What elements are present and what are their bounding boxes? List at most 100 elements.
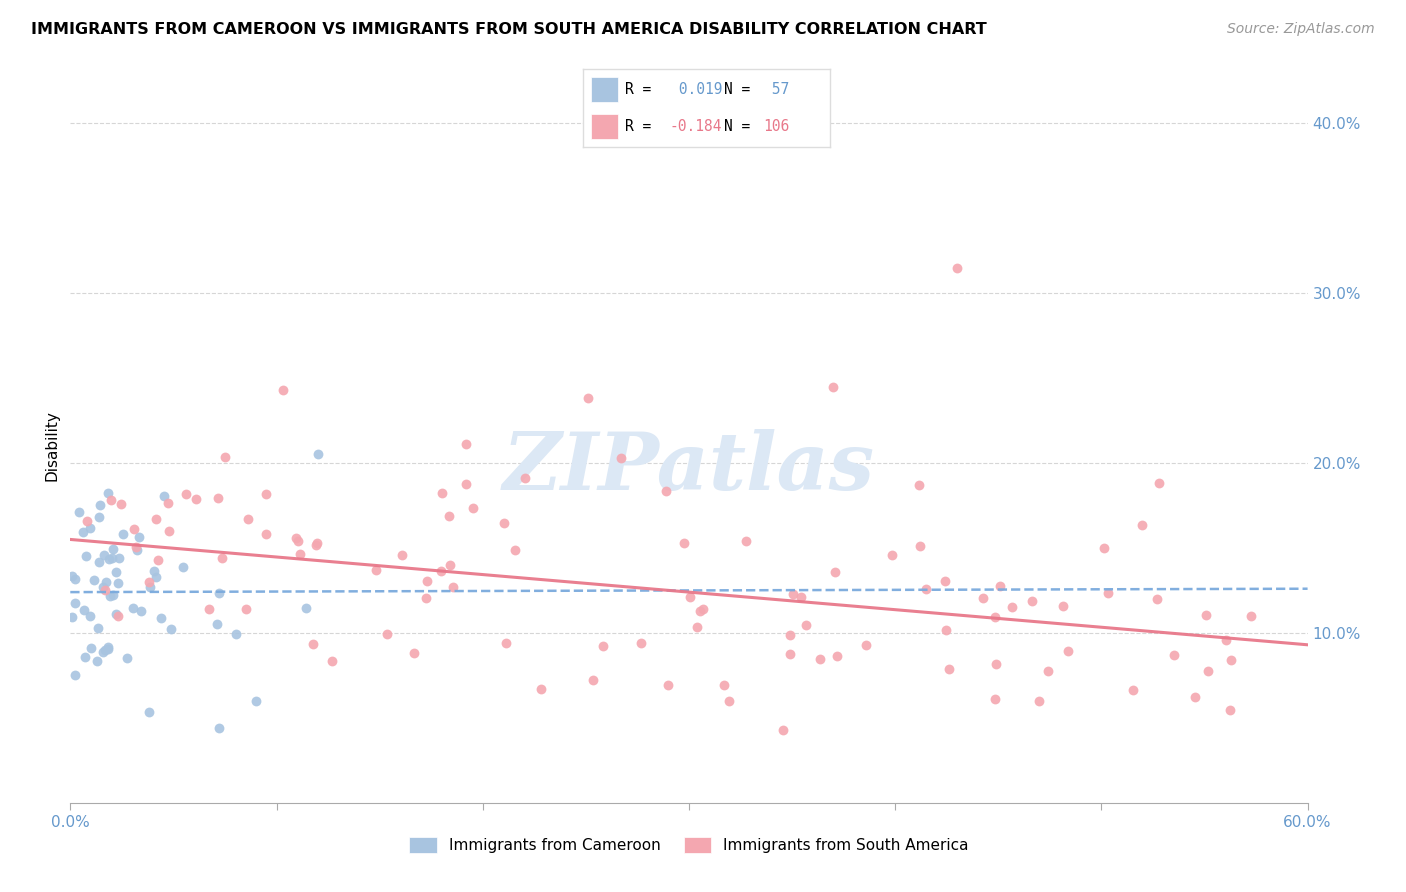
Point (105, 607, 128, 621)
Point (808, 652, 831, 666)
Point (492, 516, 515, 530)
Point (139, 580, 162, 594)
Point (1130, 518, 1153, 533)
Point (576, 392, 599, 406)
Point (67, 505, 90, 519)
Point (503, 542, 526, 557)
Point (717, 694, 740, 708)
Point (530, 681, 553, 696)
Point (79, 609, 101, 624)
Point (153, 489, 176, 503)
Point (779, 628, 801, 642)
Point (1036, 664, 1059, 678)
Point (402, 646, 425, 660)
Point (100, 493, 122, 508)
Point (855, 639, 877, 653)
Point (779, 647, 801, 661)
Point (101, 589, 124, 603)
Point (98, 552, 121, 566)
Point (946, 260, 969, 275)
Point (441, 580, 464, 594)
Point (236, 512, 259, 526)
Point (86, 654, 108, 668)
Point (80, 640, 103, 655)
Point (108, 551, 131, 566)
Point (391, 548, 413, 562)
Point (145, 511, 167, 525)
Point (211, 550, 233, 565)
Point (208, 585, 231, 599)
Point (146, 553, 169, 567)
Point (1197, 664, 1219, 678)
Text: IMMIGRANTS FROM CAMEROON VS IMMIGRANTS FROM SOUTH AMERICA DISABILITY CORRELATION: IMMIGRANTS FROM CAMEROON VS IMMIGRANTS F… (31, 22, 987, 37)
Point (207, 491, 229, 506)
Point (986, 657, 1008, 672)
Point (145, 570, 167, 584)
Point (1195, 608, 1218, 623)
Point (89, 498, 111, 512)
Point (415, 591, 437, 606)
Point (988, 579, 1011, 593)
Point (790, 591, 813, 605)
Point (592, 640, 614, 654)
Point (271, 383, 294, 397)
Point (87, 510, 110, 524)
Point (456, 437, 478, 451)
Point (93, 548, 115, 562)
Point (87, 621, 110, 635)
Point (76, 549, 98, 563)
Point (430, 486, 453, 500)
Point (72, 524, 94, 539)
Point (83, 573, 105, 587)
Point (138, 575, 160, 590)
Point (416, 574, 439, 588)
Point (73, 602, 96, 616)
Point (197, 602, 219, 616)
Point (235, 602, 257, 616)
Y-axis label: Disability: Disability (44, 410, 59, 482)
Point (60, 569, 83, 583)
Point (582, 673, 605, 687)
Point (142, 564, 165, 578)
Point (285, 532, 308, 546)
Point (103, 542, 125, 557)
Point (984, 692, 1007, 706)
Point (75, 649, 97, 664)
Point (63, 668, 86, 682)
Point (430, 564, 453, 578)
Point (1097, 585, 1119, 599)
Point (972, 591, 994, 605)
Point (96, 642, 118, 657)
Point (172, 560, 194, 574)
Point (366, 563, 388, 577)
Point (377, 626, 399, 640)
Point (79, 521, 101, 535)
Text: N =: N = (724, 120, 759, 135)
Point (63, 597, 86, 611)
Point (772, 723, 794, 738)
Point (1215, 632, 1237, 647)
Point (735, 533, 758, 548)
Point (76, 514, 98, 528)
Point (824, 565, 846, 579)
Point (128, 530, 150, 544)
Point (138, 706, 160, 720)
Text: 57: 57 (763, 81, 789, 96)
Point (915, 582, 938, 596)
Point (713, 678, 735, 692)
Point (823, 379, 845, 393)
Point (100, 590, 122, 604)
Point (1122, 683, 1144, 698)
Point (1052, 599, 1074, 613)
Point (225, 627, 247, 641)
Point (129, 603, 152, 617)
Point (295, 600, 318, 615)
Point (302, 637, 325, 651)
Point (938, 662, 960, 676)
Point (439, 508, 461, 523)
Text: 106: 106 (763, 120, 789, 135)
Point (1219, 703, 1241, 717)
Point (1056, 644, 1078, 658)
Point (125, 540, 148, 554)
Point (1146, 592, 1168, 607)
